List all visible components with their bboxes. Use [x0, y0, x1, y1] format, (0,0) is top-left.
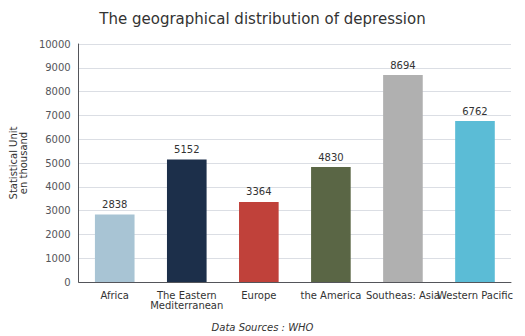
svg-text:8694: 8694: [390, 60, 415, 71]
svg-text:the America: the America: [300, 290, 361, 301]
svg-text:10000: 10000: [39, 39, 71, 50]
svg-text:Africa: Africa: [100, 290, 129, 301]
svg-text:7000: 7000: [45, 110, 70, 121]
svg-text:2000: 2000: [45, 229, 70, 240]
svg-text:en thousand: en thousand: [18, 132, 29, 194]
svg-text:2838: 2838: [102, 199, 127, 210]
svg-text:8000: 8000: [45, 86, 70, 97]
svg-text:6762: 6762: [462, 106, 487, 117]
svg-text:3364: 3364: [246, 186, 271, 197]
svg-text:5152: 5152: [174, 144, 199, 155]
svg-text:Statistical Unit: Statistical Unit: [7, 126, 19, 200]
svg-text:5000: 5000: [45, 158, 70, 169]
svg-text:Mediterranean: Mediterranean: [150, 300, 223, 311]
svg-text:1000: 1000: [45, 253, 70, 264]
svg-text:3000: 3000: [45, 205, 70, 216]
svg-text:The Eastern: The Eastern: [156, 289, 217, 301]
svg-text:Southeas: Asia: Southeas: Asia: [366, 290, 440, 301]
svg-text:4000: 4000: [45, 181, 70, 192]
svg-text:Western Pacific: Western Pacific: [437, 290, 513, 301]
svg-text:4830: 4830: [318, 152, 343, 163]
svg-text:6000: 6000: [45, 134, 70, 145]
svg-text:0: 0: [64, 277, 70, 288]
svg-text:9000: 9000: [45, 62, 70, 73]
svg-text:The geographical distribution: The geographical distribution of depress…: [98, 10, 425, 28]
svg-text:Europe: Europe: [241, 290, 276, 301]
svg-text:Data Sources : WHO: Data Sources : WHO: [212, 322, 314, 333]
